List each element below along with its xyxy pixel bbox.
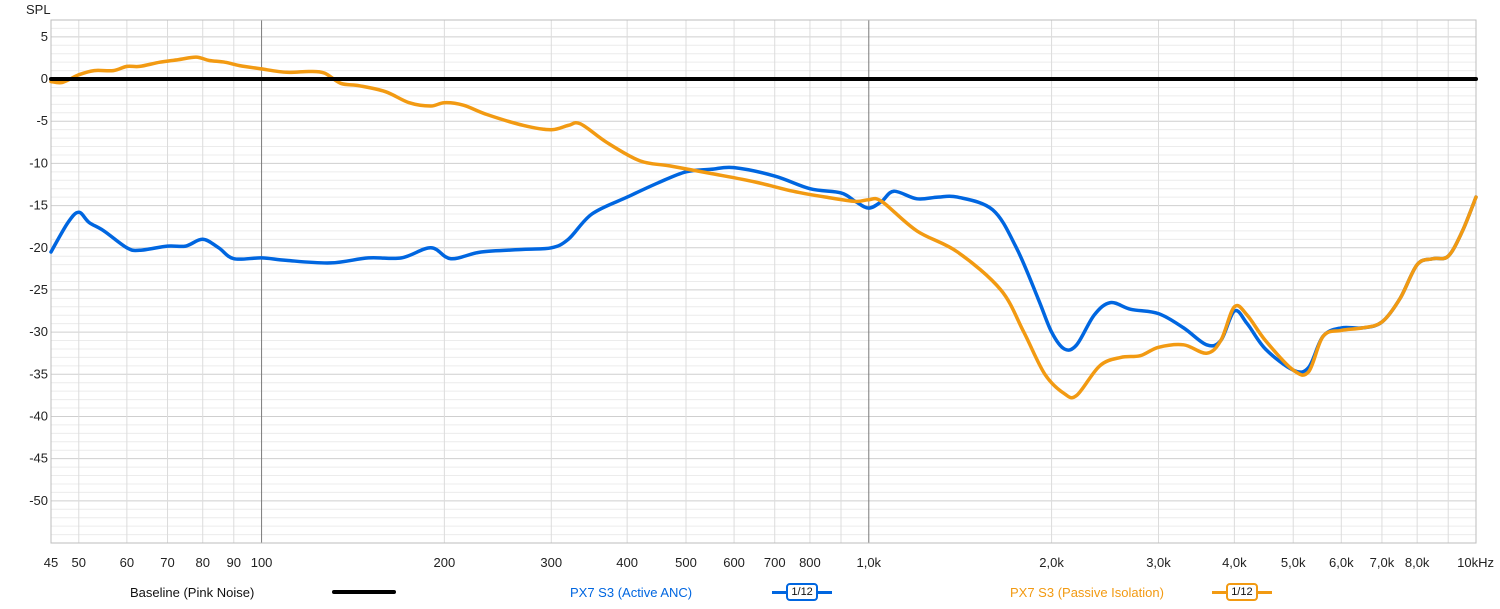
y-axis-label: SPL <box>26 2 51 17</box>
x-tick-label: 500 <box>675 555 697 570</box>
plot-border <box>50 19 1477 544</box>
smoothing-value-active-anc: 1/12 <box>786 583 819 601</box>
x-tick-label: 80 <box>195 555 209 570</box>
passive-isolation-series-line <box>49 55 1478 400</box>
series-layer <box>49 55 1478 400</box>
smoothing-badge-active-anc[interactable]: 1/12 <box>772 583 833 601</box>
smoothing-value-passive-isolation: 1/12 <box>1225 583 1258 601</box>
legend-active-anc: PX7 S3 (Active ANC) 1/12 <box>570 582 833 602</box>
x-tick-label: 200 <box>434 555 456 570</box>
legend-baseline: Baseline (Pink Noise) <box>130 582 397 602</box>
x-tick-label: 5,0k <box>1281 555 1306 570</box>
y-tick-label: -40 <box>29 408 48 423</box>
active-anc-series-line <box>49 165 1478 374</box>
x-tick-label: 7,0k <box>1370 555 1395 570</box>
legend-line-baseline <box>332 590 397 594</box>
y-tick-label: -45 <box>29 451 48 466</box>
x-tick-label: 700 <box>764 555 786 570</box>
x-tick-label: 3,0k <box>1146 555 1171 570</box>
y-tick-label: -10 <box>29 155 48 170</box>
y-tick-label: -50 <box>29 493 48 508</box>
x-tick-label: 6,0k <box>1329 555 1354 570</box>
x-tick-label: 70 <box>160 555 174 570</box>
y-tick-label: -20 <box>29 240 48 255</box>
y-tick-label: -25 <box>29 282 48 297</box>
x-tick-label: 400 <box>616 555 638 570</box>
x-tick-label: 4,0k <box>1222 555 1247 570</box>
x-tick-label: 100 <box>251 555 273 570</box>
x-tick-label: 1,0k <box>856 555 881 570</box>
x-tick-label: 90 <box>227 555 241 570</box>
legend-label-active-anc: PX7 S3 (Active ANC) <box>570 584 693 600</box>
x-tick-label: 10kHz <box>1457 555 1494 570</box>
x-tick-label: 8,0k <box>1405 555 1430 570</box>
x-tick-label: 600 <box>723 555 745 570</box>
y-tick-label: -15 <box>29 198 48 213</box>
smoothing-badge-passive-isolation[interactable]: 1/12 <box>1211 583 1272 601</box>
y-tick-label: 0 <box>41 71 48 86</box>
y-tick-label: -30 <box>29 324 48 339</box>
y-tick-label: 5 <box>41 29 48 44</box>
x-tick-label: 800 <box>799 555 821 570</box>
x-tick-label: 50 <box>72 555 86 570</box>
x-tick-label: 2,0k <box>1039 555 1064 570</box>
y-tick-label: -35 <box>29 366 48 381</box>
grid-layer <box>50 19 1477 544</box>
legend-passive-isolation: PX7 S3 (Passive Isolation) 1/12 <box>1010 582 1272 602</box>
y-tick-label: -5 <box>36 113 48 128</box>
legend-label-baseline: Baseline (Pink Noise) <box>130 584 255 600</box>
legend-label-passive-isolation: PX7 S3 (Passive Isolation) <box>1010 584 1164 600</box>
x-tick-label: 60 <box>120 555 134 570</box>
x-tick-label: 300 <box>540 555 562 570</box>
x-tick-label: 45 <box>44 555 58 570</box>
